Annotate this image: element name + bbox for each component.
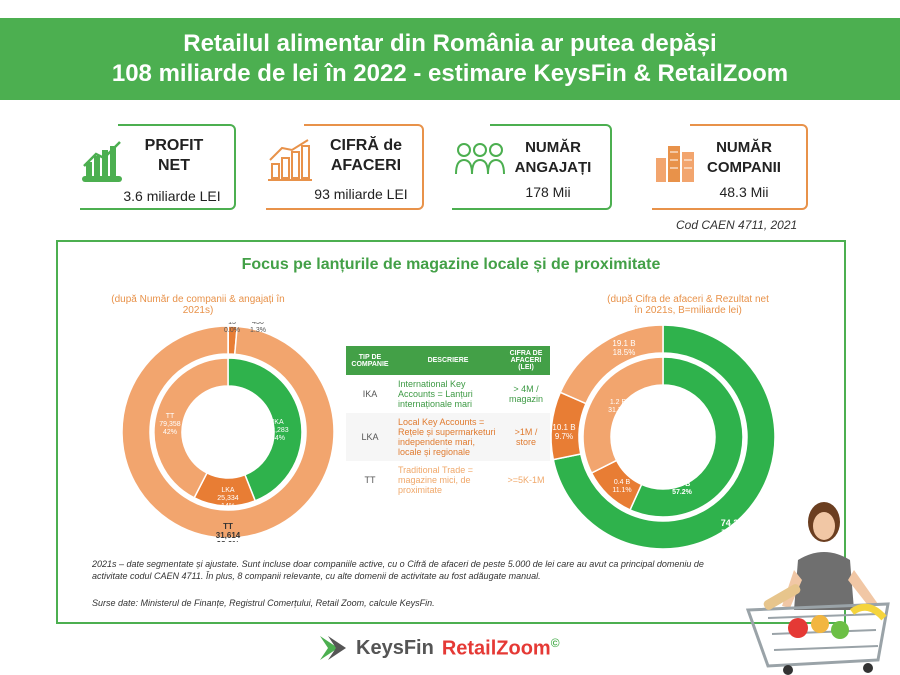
label-ika-inner: 2.1 B 57.2% — [672, 481, 693, 496]
brand-logos: KeysFin RetailZoom© — [318, 630, 560, 666]
table-row: IKA International Key Accounts = Lanțuri… — [346, 375, 550, 413]
label-ika-outer: 74.2 B 71.8% — [721, 518, 748, 538]
table-cell-desc: Local Key Accounts = Rețele și supermark… — [394, 413, 502, 461]
kpi-title-l2: NET — [158, 157, 190, 174]
table-cell-desc: Traditional Trade = magazine mici, de pr… — [394, 461, 502, 499]
label-ika-outer: IKA130.0% — [224, 322, 240, 334]
kpi-value: 48.3 Mii — [719, 184, 769, 200]
panel-title: Focus pe lanțurile de magazine locale și… — [241, 256, 661, 273]
label-tt-outer: 19.1 B 18.5% — [612, 339, 635, 357]
table-row: LKA Local Key Accounts = Rețele și super… — [346, 413, 550, 461]
label-lka-outer: LKA4301.3% — [250, 322, 266, 334]
table-row: TT Traditional Trade = magazine mici, de… — [346, 461, 550, 499]
kpi-title-l1: NUMĂR — [716, 139, 772, 156]
outer-ring-revenue-slice-tt — [559, 324, 664, 405]
kpi-frame — [78, 124, 236, 210]
table-cell-desc: International Key Accounts = Lanțuri int… — [394, 375, 502, 413]
money-growth-icon — [82, 141, 122, 182]
keysfin-logo-text: KeysFin — [356, 636, 434, 659]
table-cell-ca: >=5K-1M — [502, 461, 550, 499]
right-subtitle-l1: (după Cifra de afaceri & Rezultat net — [607, 294, 769, 305]
footnote: 2021s – date segmentate și ajustate. Sun… — [92, 558, 792, 582]
bar-growth-icon — [268, 139, 312, 181]
header-banner: Retailul alimentar din România ar putea … — [0, 18, 900, 100]
outer-ring-companies-slice-tt — [121, 325, 335, 539]
kpi-numar-angajati: NUMĂR ANGAJAȚI 178 Mii — [450, 124, 612, 210]
copyright-mark: © — [550, 635, 560, 650]
label-tt-inner: 1.2 B 31.7% — [608, 399, 628, 414]
header-title-line2: 108 miliarde de lei în 2022 - estimare K… — [111, 60, 789, 87]
kpi-title-l2: COMPANII — [707, 159, 781, 176]
kpi-title-l2: ANGAJAȚI — [514, 159, 592, 176]
kpi-value: 93 miliarde LEI — [314, 186, 408, 202]
donut-chart-companies-employees: IKA 82,283 44% LKA 25,334 14% TT 79,358 42% TT 31,… — [121, 322, 335, 542]
table-cell-ca: >1M / store — [502, 413, 550, 461]
shopper-with-cart-image — [745, 502, 890, 675]
caen-note: Cod CAEN 4711, 2021 — [676, 218, 798, 232]
right-subtitle-l2: în 2021s, B=miliarde lei) — [634, 305, 742, 316]
label-lka-inner: 0.4 B 11.1% — [612, 479, 631, 494]
label-tt-inner: TT 79,358 42% — [159, 413, 181, 436]
table-cell-ca: > 4M / magazin — [502, 375, 550, 413]
kpi-cifra-afaceri: CIFRĂ de AFACERI 93 miliarde LEI — [264, 124, 424, 210]
data-source: Surse date: Ministerul de Finanțe, Regis… — [92, 598, 435, 608]
retailzoom-word: RetailZoom — [441, 637, 551, 660]
keysfin-chevron-icon — [320, 636, 346, 660]
table-cell-type: IKA — [346, 375, 394, 413]
donut-chart-revenue-profit: 74.2 B 71.8% 10.1 B 9.7% 19.1 B 18.5% 2.1 B 57.… — [550, 324, 776, 550]
table-header-type: TIP DE COMPANIE — [346, 346, 394, 375]
company-type-table: TIP DE COMPANIE DESCRIERE CIFRA DE AFACE… — [346, 346, 550, 499]
inner-ring-profit-slice-ika — [629, 356, 744, 518]
kpi-frame — [264, 124, 424, 210]
kpi-numar-companii: NUMĂR COMPANII 48.3 Mii — [650, 124, 808, 210]
kpi-title-l1: NUMĂR — [525, 139, 581, 156]
kpi-title-l1: CIFRĂ de — [330, 137, 402, 154]
inner-ring-employees-slice-ika — [227, 357, 303, 502]
kpi-value: 178 Mii — [525, 184, 571, 200]
label-lka-inner: LKA 25,334 14% — [217, 487, 239, 510]
kpi-profit-net: PROFIT NET 3.6 miliarde LEI — [78, 124, 236, 210]
employees-icon — [455, 143, 505, 175]
outer-ring-revenue-slice-ika — [552, 324, 776, 550]
right-chart-subtitle: (după Cifra de afaceri & Rezultat net în… — [598, 294, 778, 316]
table-header-desc: DESCRIERE — [394, 346, 502, 375]
kpi-value: 3.6 miliarde LEI — [123, 188, 221, 204]
kpi-frame — [450, 124, 612, 210]
kpi-frame — [650, 124, 808, 210]
table-cell-type: LKA — [346, 413, 394, 461]
label-ika-inner: IKA 82,283 44% — [267, 419, 289, 442]
retailzoom-logo-text: RetailZoom© — [442, 636, 560, 661]
table-cell-type: TT — [346, 461, 394, 499]
kpi-title-l2: AFACERI — [330, 157, 402, 174]
focus-panel: Focus pe lanțurile de magazine locale și… — [56, 240, 846, 624]
kpi-title-l1: PROFIT — [144, 137, 204, 154]
inner-ring-employees-slice-tt — [153, 357, 229, 499]
header-title-line1: Retailul alimentar din România ar putea … — [183, 30, 717, 57]
table-header-ca: CIFRA DE AFACERI (LEI) — [502, 346, 550, 375]
left-chart-subtitle: (după Număr de companii & angajați în 20… — [111, 294, 285, 316]
buildings-icon — [656, 146, 694, 182]
label-lka-outer: 10.1 B 9.7% — [552, 423, 575, 441]
footnote-line1: 2021s – date segmentate și ajustate. Sun… — [92, 559, 704, 569]
inner-ring-profit-slice-tt — [582, 356, 664, 475]
footnote-line2: activitate codul CAEN 4711. În plus, 8 c… — [92, 571, 541, 581]
